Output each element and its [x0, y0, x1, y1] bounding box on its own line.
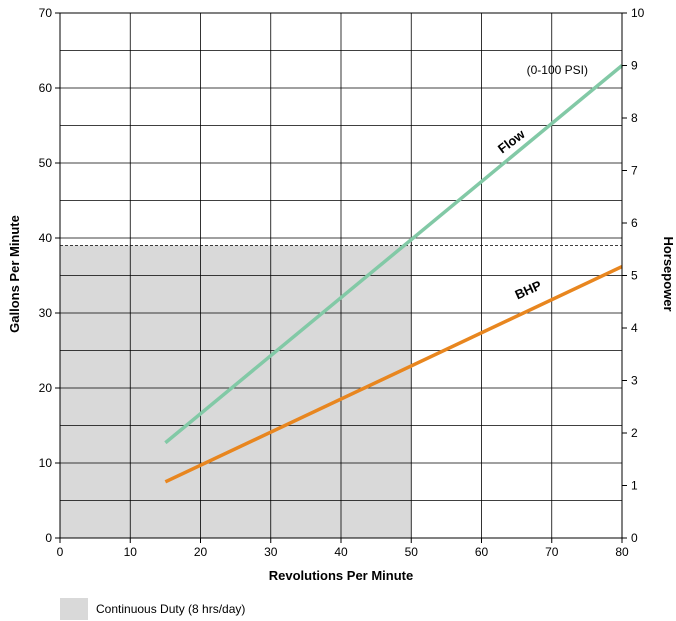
- y-tick-label-0: 0: [45, 531, 52, 545]
- y2-tick-label-10: 10: [631, 6, 645, 20]
- chart: 0 10 20 30 40 50 60 70 80 0 10 20 30 40 50 60 70 0 1 2 3 4 5…: [7, 6, 676, 583]
- y-tick-label-5: 50: [39, 156, 53, 170]
- x-tick-label-1: 10: [124, 545, 138, 559]
- y2-tick-label-5: 5: [631, 269, 638, 283]
- x-tick-label-6: 60: [475, 545, 489, 559]
- x-axis-title: Revolutions Per Minute: [269, 568, 413, 583]
- y-tick-label-4: 40: [39, 231, 53, 245]
- pressure-annotation: (0-100 PSI): [527, 63, 588, 77]
- legend: Continuous Duty (8 hrs/day): [60, 597, 245, 621]
- y-axis-title: Gallons Per Minute: [7, 215, 22, 333]
- x-tick-label-5: 50: [405, 545, 419, 559]
- x-tick-label-7: 70: [545, 545, 559, 559]
- series-line-bhp: [164, 264, 623, 484]
- y2-tick-label-2: 2: [631, 426, 638, 440]
- y-tick-label-3: 30: [39, 306, 53, 320]
- grid-lines: [59, 12, 623, 539]
- y2-tick-label-7: 7: [631, 164, 638, 178]
- y2-axis-ticks: 0 1 2 3 4 5 6 7 8 9 10: [622, 6, 645, 545]
- x-tick-label-2: 20: [194, 545, 208, 559]
- x-axis-ticks: 0 10 20 30 40 50 60 70 80: [57, 538, 629, 559]
- y2-tick-label-0: 0: [631, 531, 638, 545]
- y2-tick-label-9: 9: [631, 59, 638, 73]
- y2-axis-title: Horsepower: [661, 236, 676, 311]
- series-line-flow: [164, 64, 624, 445]
- y2-tick-label-6: 6: [631, 216, 638, 230]
- legend-swatch-continuous-duty: [60, 598, 88, 620]
- x-tick-label-8: 80: [615, 545, 629, 559]
- y2-tick-label-1: 1: [631, 479, 638, 493]
- legend-label-continuous-duty: Continuous Duty (8 hrs/day): [96, 602, 246, 616]
- y2-tick-label-4: 4: [631, 321, 638, 335]
- x-tick-label-0: 0: [57, 545, 64, 559]
- x-tick-label-4: 40: [334, 545, 348, 559]
- y-tick-label-2: 20: [39, 381, 53, 395]
- y2-tick-label-3: 3: [631, 374, 638, 388]
- y-tick-label-6: 60: [39, 81, 53, 95]
- y-tick-label-7: 70: [39, 6, 53, 20]
- y2-tick-label-8: 8: [631, 111, 638, 125]
- y-tick-label-1: 10: [39, 456, 53, 470]
- x-tick-label-3: 30: [264, 545, 278, 559]
- series-lines: [164, 64, 624, 484]
- y-axis-ticks: 0 10 20 30 40 50 60 70: [39, 6, 60, 545]
